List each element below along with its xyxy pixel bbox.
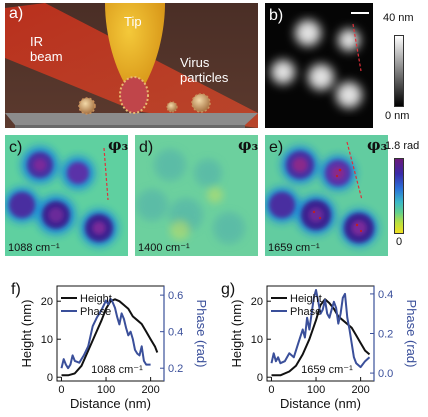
chart-g-legend-label-phase: Phase	[290, 306, 321, 318]
panel-b-height-map	[265, 3, 373, 128]
panel-e-symbol: φ₃	[367, 136, 388, 154]
panel-c-symbol: φ₃	[108, 136, 129, 154]
chart-g-xlabel: Distance (nm)	[280, 396, 361, 411]
chart-f-series-height-line	[61, 298, 159, 377]
panel-e-wavenumber: 1659 cm⁻¹	[268, 242, 320, 254]
phase-maps	[5, 135, 388, 256]
profile-line	[352, 23, 362, 72]
chart-f: f) 0 100 200 0 10 20 0.2 0.4 0.6 Distance (nm) Heig…	[11, 281, 209, 411]
height-colorbar	[394, 35, 404, 107]
panel-a-schematic	[5, 3, 258, 128]
chart-f-y2tick-label: 0.4	[168, 327, 183, 339]
ir-beam-text: IR beam	[30, 34, 63, 64]
chart-g-legend-label-height: Height	[290, 293, 322, 305]
chart-g-y2tick-label: 0.0	[378, 368, 393, 380]
panel-d-label: d)	[139, 139, 154, 156]
phase-map-c	[5, 135, 128, 256]
panel-a-label: a)	[9, 5, 24, 22]
chart-f-series-phase-line	[60, 297, 151, 370]
chart-g-annotation: 1659 cm⁻¹	[301, 364, 353, 376]
chart-f-y2tick-label: 0.6	[168, 290, 183, 302]
panel-b-label: b)	[269, 7, 284, 24]
chart-g-series-height-line	[271, 298, 371, 377]
phase-map-d	[135, 135, 258, 256]
height-colorbar-min: 0 nm	[385, 110, 410, 122]
chart-g-xtick-label: 0	[268, 384, 274, 396]
chart-g-xtick-label: 200	[351, 384, 369, 396]
chart-f-legend-label-phase: Phase	[80, 306, 111, 318]
chart-f-ylabel: Height (nm)	[19, 300, 34, 368]
panel-d-wavenumber: 1400 cm⁻¹	[138, 242, 190, 254]
chart-f-y2tick-label: 0.2	[168, 363, 183, 375]
afm-tip	[105, 3, 165, 98]
chart-f-xtick-label: 100	[97, 384, 115, 396]
phase-map-e	[265, 135, 388, 256]
panel-c-wavenumber: 1088 cm⁻¹	[8, 242, 60, 254]
chart-f-legend-label-height: Height	[80, 293, 112, 305]
chart-g-y2tick-label: 0.2	[378, 329, 393, 341]
chart-g-xtick-label: 100	[307, 384, 325, 396]
chart-f-xlabel: Distance (nm)	[70, 396, 151, 411]
panel-c-label: c)	[9, 139, 23, 156]
panel-d-symbol: φ₃	[238, 136, 259, 154]
phase-colorbar-min: 0	[396, 236, 403, 248]
chart-g-y2label: Phase (rad)	[404, 300, 419, 368]
height-colorbar-max: 40 nm	[383, 12, 414, 24]
chart-f-ytick-label: 20	[41, 296, 53, 308]
virus-particles	[78, 76, 211, 115]
chart-g: g) 0 100 200 0 10 20 0.0 0.2 0.4 Distance (nm) Heig…	[221, 281, 419, 411]
phase-colorbar-max: 1.8 rad	[385, 140, 420, 152]
chart-g-series-phase-line	[270, 289, 371, 369]
chart-f-annotation: 1088 cm⁻¹	[91, 364, 143, 376]
chart-f-y2label: Phase (rad)	[194, 300, 209, 368]
chart-g-ytick-label: 0	[257, 372, 263, 384]
chart-f-xtick-label: 200	[141, 384, 159, 396]
chart-g-ylabel: Height (nm)	[229, 300, 244, 368]
tip-text: Tip	[124, 14, 142, 29]
phase-colorbar	[394, 158, 404, 234]
chart-g-ytick-label: 10	[251, 334, 263, 346]
chart-f-xtick-label: 0	[58, 384, 64, 396]
chart-f-ytick-label: 10	[41, 334, 53, 346]
chart-f-ytick-label: 0	[47, 372, 53, 384]
virus-text: Virus particles	[180, 55, 229, 85]
chart-g-ytick-label: 20	[251, 296, 263, 308]
chart-g-y2tick-label: 0.4	[378, 289, 393, 301]
chart-f-panel-label: f)	[11, 281, 21, 298]
chart-g-panel-label: g)	[221, 281, 235, 298]
panel-e-label: e)	[269, 139, 284, 156]
